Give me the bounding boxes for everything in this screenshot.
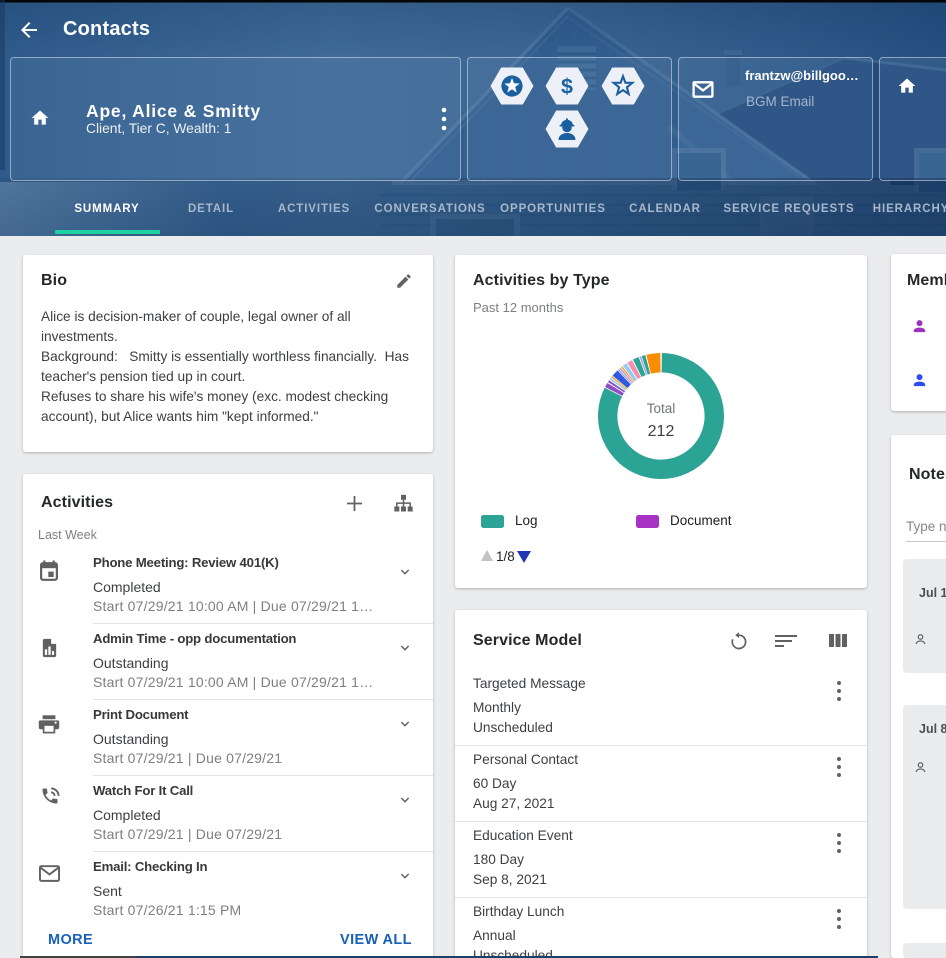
svg-text:$: $ [561,75,573,99]
